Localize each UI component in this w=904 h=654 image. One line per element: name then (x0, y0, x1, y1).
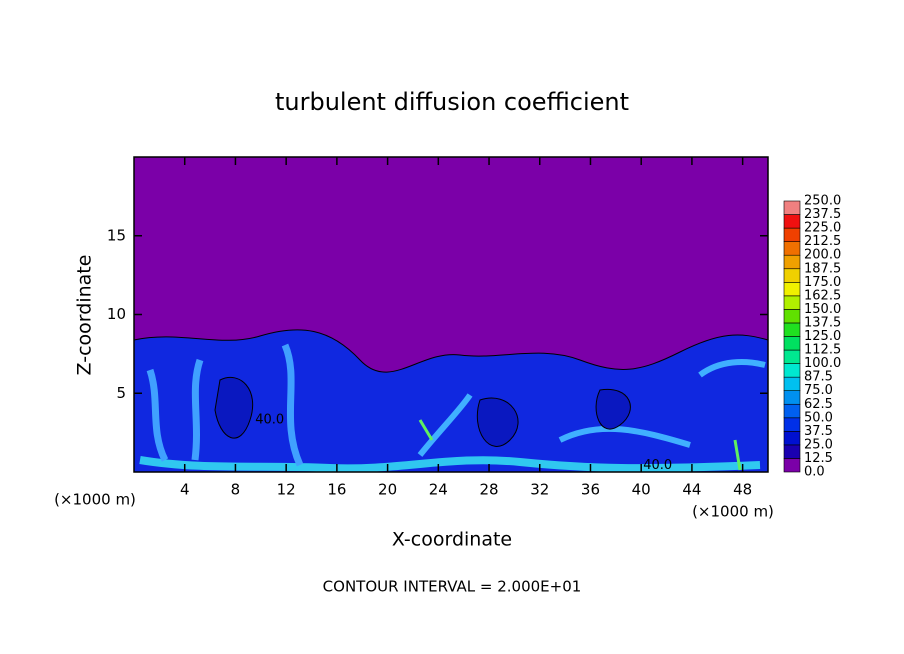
colorbar-box (783, 403, 801, 419)
colorbar-label: 137.5 (804, 315, 841, 330)
colorbar-box (783, 363, 801, 378)
colorbar-label: 75.0 (804, 383, 833, 398)
x-tick-label: 12 (277, 481, 296, 499)
field-streak (418, 419, 742, 471)
colorbar-label: 162.5 (804, 288, 841, 303)
x-tick-label: 4 (180, 481, 190, 499)
colorbar-box (783, 417, 801, 432)
colorbar-label: 237.5 (804, 207, 841, 222)
colorbar-box (783, 254, 801, 270)
contour-label: 40.0 (643, 458, 672, 473)
colorbar-box (783, 322, 801, 337)
y-unit: (×1000 m) (54, 491, 136, 509)
y-axis-label: Z-coordinate (74, 255, 96, 376)
y-tick-label: 10 (107, 305, 126, 323)
x-tick-label: 8 (231, 481, 241, 499)
y-tick-label: 5 (116, 384, 126, 402)
colorbar-box (783, 458, 801, 473)
colorbar-box (783, 376, 801, 391)
colorbar-label: 112.5 (804, 343, 841, 358)
x-tick-label: 44 (682, 481, 701, 499)
colorbar-label: 187.5 (804, 261, 841, 276)
field-streak (146, 343, 304, 467)
colorbar-label: 225.0 (804, 221, 841, 236)
colorbar-label: 250.0 (804, 194, 841, 209)
field (133, 157, 769, 473)
x-tick-label: 40 (632, 481, 651, 499)
colorbar-label: 125.0 (804, 329, 841, 344)
colorbar-label: 62.5 (804, 397, 833, 412)
x-tick-label: 36 (581, 481, 600, 499)
colorbar-box (783, 431, 801, 446)
colorbar-label: 0.0 (804, 465, 825, 480)
colorbar-box (783, 200, 801, 215)
colorbar-box (783, 390, 801, 405)
x-unit: (×1000 m) (692, 503, 774, 521)
y-tick-label: 15 (107, 226, 126, 244)
contour-label: 40.0 (255, 413, 284, 428)
colorbar-box (783, 295, 801, 310)
note: CONTOUR INTERVAL = 2.000E+01 (323, 578, 582, 596)
colorbar-box (783, 268, 801, 283)
colorbar-label: 100.0 (804, 356, 841, 371)
x-tick-label: 16 (327, 481, 346, 499)
colorbar-label: 12.5 (804, 451, 833, 466)
x-tick-label: 32 (530, 481, 549, 499)
colorbar-box (783, 214, 801, 229)
field-region (214, 376, 631, 447)
colorbar-label: 200.0 (804, 248, 841, 263)
colorbar-label: 175.0 (804, 275, 841, 290)
x-tick-label: 28 (479, 481, 498, 499)
x-axis-label: X-coordinate (392, 529, 512, 551)
colorbar-box (783, 241, 801, 256)
chart-title: turbulent diffusion coefficient (275, 88, 629, 116)
colorbar-label: 50.0 (804, 410, 833, 425)
colorbar-box (783, 227, 801, 242)
colorbar-box (783, 444, 801, 459)
colorbar-label: 87.5 (804, 370, 833, 385)
colorbar-label: 212.5 (804, 234, 841, 249)
colorbar-label: 25.0 (804, 437, 833, 452)
colorbar-box (783, 349, 801, 364)
colorbar-box (783, 281, 801, 297)
x-tick-label: 48 (733, 481, 752, 499)
x-tick-label: 24 (429, 481, 448, 499)
colorbar-box (783, 336, 801, 351)
field-streak (417, 359, 766, 457)
colorbar-label: 37.5 (804, 424, 833, 439)
colorbar-box (783, 309, 801, 324)
x-tick-label: 20 (378, 481, 397, 499)
colorbar-label: 150.0 (804, 302, 841, 317)
